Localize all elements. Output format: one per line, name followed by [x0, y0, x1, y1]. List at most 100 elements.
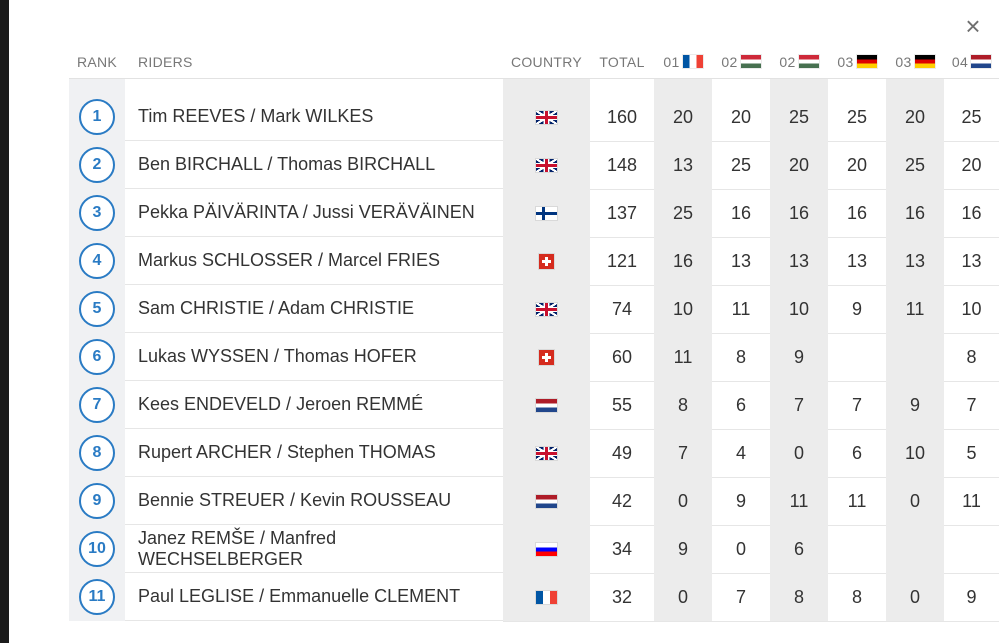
table-row[interactable]: 2 Ben BIRCHALL / Thomas BIRCHALL 148 13 25 20… [69, 141, 999, 190]
country-cell [503, 285, 590, 334]
riders-name[interactable]: Lukas WYSSEN / Thomas HOFER [125, 333, 503, 381]
round-points: 7 [828, 381, 886, 430]
header-round[interactable]: 03 [828, 45, 886, 78]
total-points: 160 [590, 93, 654, 142]
riders-name[interactable]: Paul LEGLISE / Emmanuelle CLEMENT [125, 573, 503, 621]
uk-flag-icon [536, 302, 557, 316]
round-points: 4 [712, 429, 770, 478]
riders-name[interactable]: Pekka PÄIVÄRINTA / Jussi VERÄVÄINEN [125, 189, 503, 237]
table-row[interactable]: 3 Pekka PÄIVÄRINTA / Jussi VERÄVÄINEN 137 2… [69, 189, 999, 238]
round-points: 13 [654, 141, 712, 190]
round-points: 25 [886, 141, 944, 190]
table-row[interactable]: 4 Markus SCHLOSSER / Marcel FRIES 121 16 13 1… [69, 237, 999, 286]
close-icon[interactable]: × [965, 11, 981, 41]
table-spacer [69, 79, 999, 93]
country-cell [503, 477, 590, 526]
round-points: 13 [828, 237, 886, 286]
round-label: 01 [663, 53, 680, 70]
switzerland-flag-icon [539, 253, 554, 269]
country-cell [503, 429, 590, 478]
round-points: 10 [654, 285, 712, 334]
rank-cell: 10 [69, 525, 125, 573]
total-points: 49 [590, 429, 654, 478]
switzerland-flag-icon [539, 349, 554, 365]
table-row[interactable]: 8 Rupert ARCHER / Stephen THOMAS 49 7 4 0 6 10 5 [69, 429, 999, 478]
riders-name[interactable]: Sam CHRISTIE / Adam CHRISTIE [125, 285, 503, 333]
round-points [886, 333, 944, 382]
netherlands-flag-icon [971, 55, 992, 68]
table-row[interactable]: 9 Bennie STREUER / Kevin ROUSSEAU 42 0 9 11 11… [69, 477, 999, 526]
round-points: 9 [770, 333, 828, 382]
rank-badge: 9 [79, 483, 115, 519]
rank-cell: 2 [69, 141, 125, 189]
finland-flag-icon [536, 206, 557, 220]
total-points: 55 [590, 381, 654, 430]
round-points: 0 [770, 429, 828, 478]
table-row[interactable]: 6 Lukas WYSSEN / Thomas HOFER 60 11 8 9 8 [69, 333, 999, 382]
round-label: 03 [895, 53, 912, 70]
header-country: COUNTRY [510, 53, 583, 70]
riders-name[interactable]: Markus SCHLOSSER / Marcel FRIES [125, 237, 503, 285]
riders-name[interactable]: Janez REMŠE / Manfred WECHSELBERGER [125, 525, 503, 573]
germany-flag-icon [914, 55, 935, 68]
round-label: 03 [837, 53, 854, 70]
table-row[interactable]: 11 Paul LEGLISE / Emmanuelle CLEMENT 32 0 7 8… [69, 573, 999, 622]
rank-badge: 11 [79, 579, 115, 615]
header-riders: RIDERS [138, 53, 193, 70]
riders-name[interactable]: Ben BIRCHALL / Thomas BIRCHALL [125, 141, 503, 189]
round-points [944, 525, 999, 574]
rank-badge: 1 [79, 99, 115, 135]
country-cell [503, 141, 590, 190]
round-points: 10 [944, 285, 999, 334]
country-cell [503, 573, 590, 622]
round-label: 04 [951, 53, 969, 70]
header-round[interactable]: 03 [886, 45, 944, 78]
round-points: 20 [886, 93, 944, 142]
header-round[interactable]: 04 [944, 45, 999, 78]
header-round[interactable]: 01 [654, 45, 712, 78]
round-points [828, 525, 886, 574]
round-label: 02 [721, 53, 738, 70]
round-points: 6 [828, 429, 886, 478]
round-points: 9 [828, 285, 886, 334]
round-points: 5 [944, 429, 999, 478]
rank-cell: 11 [69, 573, 125, 621]
france-flag-icon [682, 55, 703, 68]
table-row[interactable]: 5 Sam CHRISTIE / Adam CHRISTIE 74 10 11 10 9 11… [69, 285, 999, 334]
riders-name[interactable]: Rupert ARCHER / Stephen THOMAS [125, 429, 503, 477]
round-points: 11 [712, 285, 770, 334]
table-row[interactable]: 1 Tim REEVES / Mark WILKES 160 20 20 25 25 20 25 [69, 93, 999, 142]
total-points: 42 [590, 477, 654, 526]
total-points: 34 [590, 525, 654, 574]
round-column-bg [886, 79, 944, 93]
round-points: 20 [828, 141, 886, 190]
round-points: 13 [770, 237, 828, 286]
country-cell [503, 333, 590, 382]
standings-modal: × RANK RIDERS COUNTRY TOTAL 01 02 02 03 … [9, 0, 1000, 643]
riders-name[interactable]: Kees ENDEVELD / Jeroen REMMÉ [125, 381, 503, 429]
total-points: 148 [590, 141, 654, 190]
round-points: 11 [944, 477, 999, 526]
table-row[interactable]: 10 Janez REMŠE / Manfred WECHSELBERGER 34 9… [69, 525, 999, 574]
netherlands-flag-icon [536, 398, 557, 412]
rank-cell: 9 [69, 477, 125, 525]
riders-name[interactable]: Tim REEVES / Mark WILKES [125, 93, 503, 141]
uk-flag-icon [536, 110, 557, 124]
round-points: 9 [886, 381, 944, 430]
header-round[interactable]: 02 [770, 45, 828, 78]
table-row[interactable]: 7 Kees ENDEVELD / Jeroen REMMÉ 55 8 6 7 7 9 7 [69, 381, 999, 430]
round-points: 7 [944, 381, 999, 430]
header-round[interactable]: 02 [712, 45, 770, 78]
table-header: RANK RIDERS COUNTRY TOTAL 01 02 02 03 03… [69, 45, 999, 79]
round-points: 8 [944, 333, 999, 382]
riders-name[interactable]: Bennie STREUER / Kevin ROUSSEAU [125, 477, 503, 525]
round-points: 6 [712, 381, 770, 430]
france-flag-icon [536, 590, 557, 604]
round-points: 16 [770, 189, 828, 238]
round-points: 25 [770, 93, 828, 142]
hungary-flag-icon [740, 55, 761, 68]
round-points: 0 [886, 573, 944, 622]
round-points: 11 [828, 477, 886, 526]
country-column-bg [503, 79, 590, 93]
round-points: 0 [654, 573, 712, 622]
